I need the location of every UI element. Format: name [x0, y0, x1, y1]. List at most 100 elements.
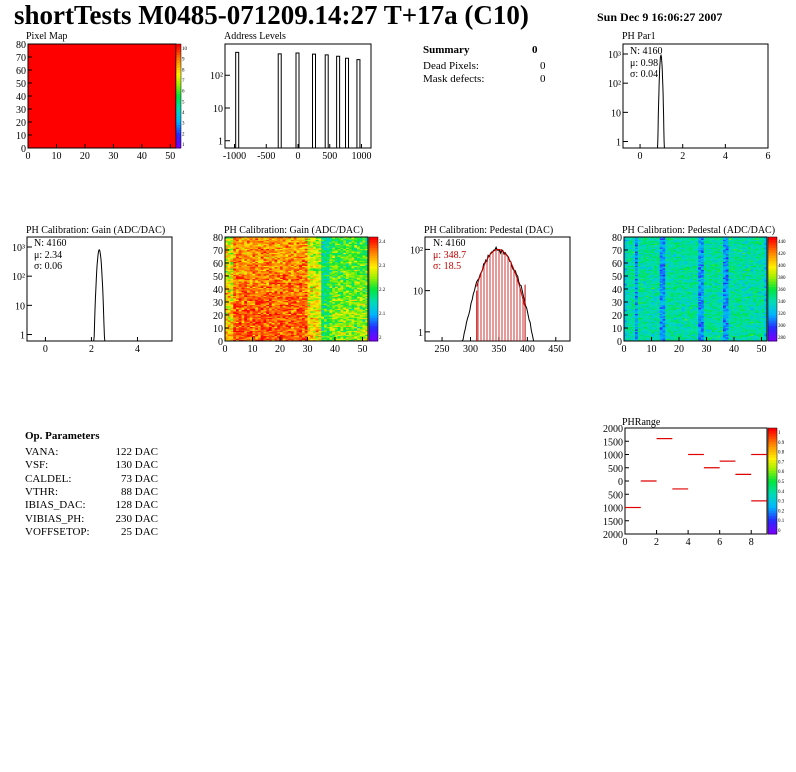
palette-frame [175, 43, 182, 149]
palette-tick-label: 0.5 [778, 480, 785, 485]
y-tick-label: 0 [218, 337, 223, 348]
op-param-value: 230 DAC [115, 512, 158, 525]
palette-cell [768, 252, 777, 256]
y-tick-label: 40 [16, 92, 26, 103]
x-tick-label: 1000 [351, 151, 371, 162]
stat-mean: μ: 2.34 [34, 250, 62, 261]
palette-cell [768, 462, 777, 466]
chart-title-pedestal1d: PH Calibration: Pedestal (DAC) [424, 225, 553, 236]
x-tick-label: 40 [137, 151, 147, 162]
palette-cell [369, 252, 378, 256]
y-tick-label: 30 [612, 298, 622, 309]
palette-cell [768, 286, 777, 290]
palette-cell [768, 315, 777, 319]
palette-cell [176, 93, 181, 97]
palette-cell [369, 320, 378, 324]
palette-cell [176, 83, 181, 87]
palette-tick-label: 2.4 [379, 240, 386, 245]
palette-cell [768, 291, 777, 295]
y-tick-label: 500 [608, 490, 623, 501]
palette-cell [768, 491, 777, 495]
address-peak [277, 53, 282, 148]
palette-cell [176, 62, 181, 66]
stat-n: N: 4160 [433, 238, 466, 249]
x-tick-label: 20 [674, 344, 684, 355]
palette-cell [369, 255, 378, 259]
palette-cell [369, 239, 378, 243]
x-tick-label: 50 [757, 344, 767, 355]
palette-cell [176, 111, 181, 115]
palette-cell [768, 242, 777, 246]
palette-cell [768, 265, 777, 269]
palette-tick-label: 2 [379, 336, 382, 341]
palette-tick-label: 360 [778, 288, 786, 293]
palette-cell [768, 531, 777, 535]
y-tick-label: 1 [218, 137, 223, 148]
palette-cell [768, 276, 777, 280]
palette-cell [768, 430, 777, 434]
stat-mean: μ: 348.7 [433, 250, 466, 261]
palette-cell [369, 273, 378, 277]
palette-cell [768, 518, 777, 522]
op-param-label: VIBIAS_PH: [25, 512, 85, 525]
x-tick-label: 2 [89, 344, 94, 355]
palette-cell [768, 499, 777, 503]
palette-tick-label: 0.9 [778, 441, 785, 446]
palette-tick-label: 0 [778, 529, 781, 534]
palette-tick-label: 1 [182, 143, 185, 148]
palette-cell [768, 312, 777, 316]
palette-cell [176, 132, 181, 136]
op-param-label: CALDEL: [25, 472, 72, 485]
op-param-label: VANA: [25, 446, 59, 458]
palette-tick-label: 0.4 [778, 490, 785, 495]
x-tick-label: 40 [729, 344, 739, 355]
stat-sigma: σ: 0.04 [630, 69, 658, 80]
x-tick-label: 8 [749, 537, 754, 548]
palette-cell [369, 247, 378, 251]
y-tick-label: 10² [12, 272, 25, 283]
palette-cell [176, 106, 181, 110]
x-tick-label: 4 [723, 151, 728, 162]
palette-cell [369, 268, 378, 272]
palette-tick-label: 5 [182, 100, 185, 105]
y-tick-label: 30 [213, 298, 223, 309]
palette-cell [369, 260, 378, 264]
palette-cell [768, 481, 777, 485]
palette-cell [176, 129, 181, 133]
palette-cell [768, 333, 777, 337]
palette-tick-label: 4 [182, 111, 185, 116]
x-tick-label: 50 [165, 151, 175, 162]
palette-cell [768, 438, 777, 442]
palette-cell [369, 237, 378, 241]
palette-cell [176, 103, 181, 107]
x-tick-label: 350 [491, 344, 506, 355]
y-tick-label: 80 [16, 40, 26, 51]
x-tick-label: -500 [257, 151, 275, 162]
y-tick-label: 10 [213, 324, 223, 335]
palette-cell [369, 307, 378, 311]
palette-cell [369, 281, 378, 285]
x-tick-label: 20 [80, 151, 90, 162]
y-tick-label: 0 [618, 477, 623, 488]
summary-dead-value: 0 [540, 60, 546, 72]
palette-cell [768, 268, 777, 272]
address-peak [235, 51, 240, 148]
y-tick-label: 10³ [608, 50, 621, 61]
x-tick-label: 30 [303, 344, 313, 355]
y-tick-label: 20 [213, 311, 223, 322]
palette-cell [176, 59, 181, 63]
stat-mean: μ: 0.98 [630, 58, 658, 69]
palette-tick-label: 0.8 [778, 451, 785, 456]
y-tick-label: 1000 [603, 451, 623, 462]
palette-cell [768, 486, 777, 490]
y-tick-label: 70 [213, 246, 223, 257]
y-tick-label: 10³ [12, 243, 25, 254]
palette-cell [768, 304, 777, 308]
histogram-gain1d [93, 248, 106, 342]
y-tick-label: 10 [16, 131, 26, 142]
x-tick-label: 2 [654, 537, 659, 548]
palette-cell [768, 325, 777, 329]
palette-cell [369, 322, 378, 326]
palette-cell [768, 512, 777, 516]
palette-cell [768, 247, 777, 251]
